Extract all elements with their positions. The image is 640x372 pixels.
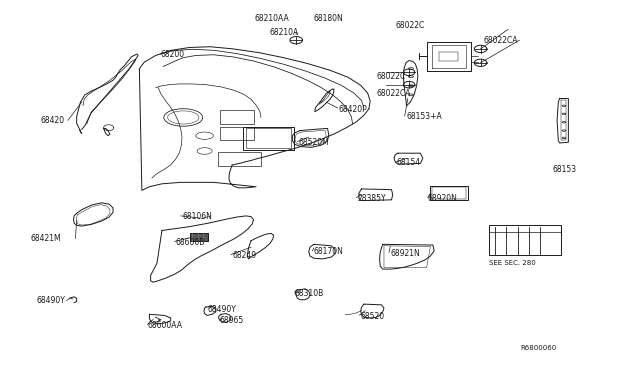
Text: 68920N: 68920N <box>428 194 458 203</box>
Text: 68490Y: 68490Y <box>207 305 236 314</box>
Text: 68921N: 68921N <box>391 249 420 258</box>
Bar <box>218 152 261 166</box>
Text: 68600B: 68600B <box>176 238 205 247</box>
Bar <box>189 233 209 241</box>
Text: 68420P: 68420P <box>339 105 367 114</box>
Bar <box>220 110 254 124</box>
Text: 68210A: 68210A <box>270 28 299 37</box>
Bar <box>432 187 466 199</box>
Text: 68249: 68249 <box>232 251 256 260</box>
Text: 68600AA: 68600AA <box>148 321 182 330</box>
Bar <box>220 127 254 140</box>
Text: 68310B: 68310B <box>295 289 324 298</box>
Text: 68154: 68154 <box>397 158 420 167</box>
Bar <box>490 225 561 255</box>
Text: 68153: 68153 <box>552 165 576 174</box>
Text: 68180N: 68180N <box>314 14 344 23</box>
Bar <box>243 127 294 150</box>
Text: 68022CA: 68022CA <box>376 89 411 97</box>
Text: 68520: 68520 <box>361 312 385 321</box>
Text: 68153+A: 68153+A <box>406 112 442 121</box>
Text: 28385Y: 28385Y <box>358 194 387 203</box>
Bar <box>439 52 458 61</box>
Text: 68210AA: 68210AA <box>254 14 289 23</box>
Text: 68022C: 68022C <box>376 72 406 81</box>
Bar <box>430 186 468 200</box>
Text: 68421M: 68421M <box>30 234 61 243</box>
Bar <box>246 128 291 148</box>
Text: 68965: 68965 <box>220 317 244 326</box>
Text: 68170N: 68170N <box>314 247 344 256</box>
Text: 68420: 68420 <box>41 116 65 125</box>
Text: 68106N: 68106N <box>182 212 212 221</box>
Text: 68520M: 68520M <box>298 138 329 147</box>
Text: R6800060: R6800060 <box>521 345 557 351</box>
Text: 68022CA: 68022CA <box>483 36 518 45</box>
Text: SEE SEC. 280: SEE SEC. 280 <box>490 260 536 266</box>
Text: 68022C: 68022C <box>396 21 424 30</box>
Text: 68490Y: 68490Y <box>36 296 65 305</box>
Text: 68200: 68200 <box>160 50 184 59</box>
